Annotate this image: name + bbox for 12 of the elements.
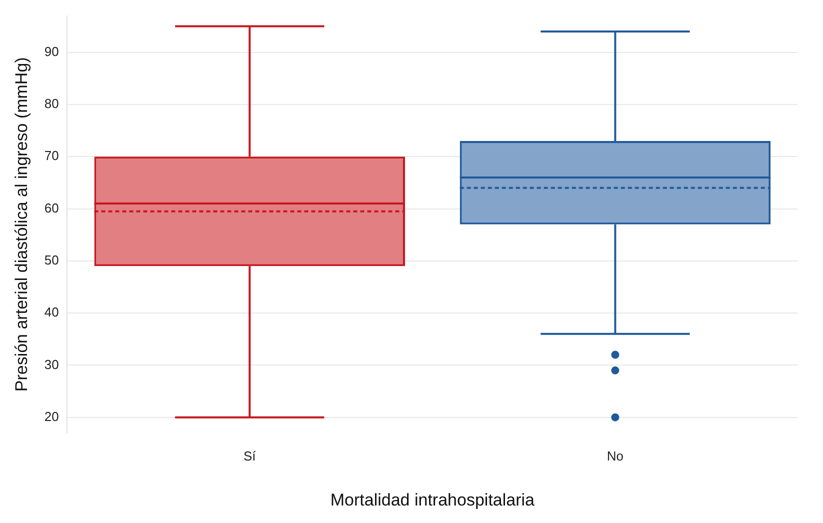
x-tick-label: No xyxy=(606,448,624,464)
y-tick-label: 90 xyxy=(44,44,59,59)
y-tick-label: 70 xyxy=(44,148,59,164)
y-tick-label: 60 xyxy=(44,200,59,216)
x-tick-label: Sí xyxy=(243,448,256,464)
y-tick-label: 50 xyxy=(44,252,59,268)
y-tick-label: 80 xyxy=(44,96,59,112)
y-tick-label: 40 xyxy=(44,304,59,320)
y-tick-label: 30 xyxy=(44,356,59,372)
y-tick-label: 20 xyxy=(44,408,59,424)
y-axis-title: Presión arterial diastólica al ingreso (mmHg) xyxy=(12,57,31,392)
x-axis-title: Mortalidad intrahospitalaria xyxy=(330,490,536,510)
